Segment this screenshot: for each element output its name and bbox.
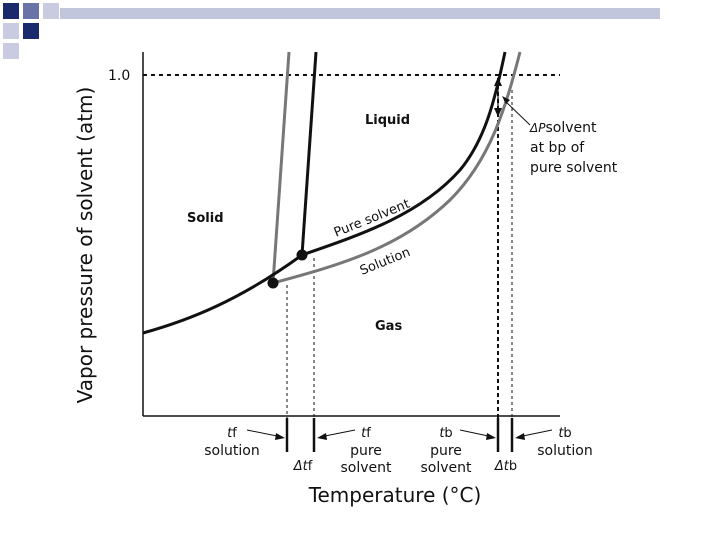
delta-p-symbol: ΔP: [529, 121, 546, 135]
solution-fusion-curve: [271, 51, 291, 284]
delta-p-pointer-head: [502, 96, 510, 104]
delta-p-pointer: [503, 99, 531, 126]
tb-solution-word: solution: [537, 443, 592, 459]
tf-pure-t: t: [361, 426, 367, 441]
arrow-head-tb-pure: [486, 433, 496, 440]
decor-square-light: [2, 22, 20, 40]
delta-p-arrow-head-bottom: [494, 108, 502, 117]
top-bar: [60, 8, 660, 19]
pure-vapor-curve: [301, 51, 507, 257]
decor-square-light-2: [42, 2, 60, 20]
region-liquid: Liquid: [365, 113, 410, 128]
tf-pure-label: tf: [361, 426, 371, 441]
x-axis-label: Temperature (°C): [308, 483, 482, 507]
decor-square-mid: [22, 2, 40, 20]
region-gas: Gas: [375, 319, 402, 334]
delta-p-arrow-head-top: [494, 77, 502, 86]
solution-curve-label: Solution: [358, 245, 413, 279]
arrow-head-tf-solution: [275, 433, 285, 440]
tf-solution-word: solution: [204, 443, 259, 459]
tb-solution-sub: b: [563, 426, 571, 441]
decor-square-dark: [2, 2, 20, 20]
pure-solvent-curve-label: Pure solvent: [332, 197, 412, 241]
tb-pure-label: tb: [439, 426, 452, 441]
solution-triple-point: [267, 277, 279, 289]
delta-p-line2: at bp of: [530, 140, 585, 156]
tb-solution-label: tb: [558, 426, 571, 441]
delta-p-label: ΔPsolvent: [529, 120, 597, 136]
delta-tb-label: Δtb: [494, 459, 517, 474]
decor-square-light-3: [2, 42, 20, 60]
pure-sublimation-curve: [142, 253, 303, 335]
tf-pure-sub: f: [366, 426, 371, 441]
pure-fusion-curve: [300, 51, 318, 256]
delta-p-subscript: solvent: [545, 120, 597, 136]
delta-tf-label: Δtf: [293, 459, 313, 474]
delta-tb-sub: b: [509, 459, 517, 474]
corner-decoration: [0, 0, 120, 60]
tf-solution-t: t: [227, 426, 233, 441]
tf-solution-sub: f: [232, 426, 237, 441]
tb-pure-word1: pure: [430, 443, 462, 459]
solution-vapor-curve: [272, 51, 522, 285]
arrow-head-tb-solution: [515, 433, 525, 440]
tf-solution-label: tf: [227, 426, 237, 441]
region-solid: Solid: [187, 211, 224, 226]
arrow-head-tf-pure: [317, 433, 327, 440]
tb-pure-word2: solvent: [420, 460, 472, 476]
tb-solution-t: t: [558, 426, 564, 441]
tf-pure-word2: solvent: [340, 460, 392, 476]
delta-tf-sub: f: [308, 459, 313, 474]
tb-pure-sub: b: [444, 426, 452, 441]
decor-square-dark-2: [22, 22, 40, 40]
tb-pure-t: t: [439, 426, 445, 441]
delta-tf-symbol: Δt: [293, 459, 309, 474]
delta-p-line3: pure solvent: [530, 160, 618, 176]
y-tick-label: 1.0: [108, 68, 130, 84]
pure-triple-point: [296, 249, 308, 261]
y-axis-label: Vapor pressure of solvent (atm): [73, 87, 97, 404]
tf-pure-word1: pure: [350, 443, 382, 459]
delta-tb-symbol: Δt: [494, 459, 510, 474]
